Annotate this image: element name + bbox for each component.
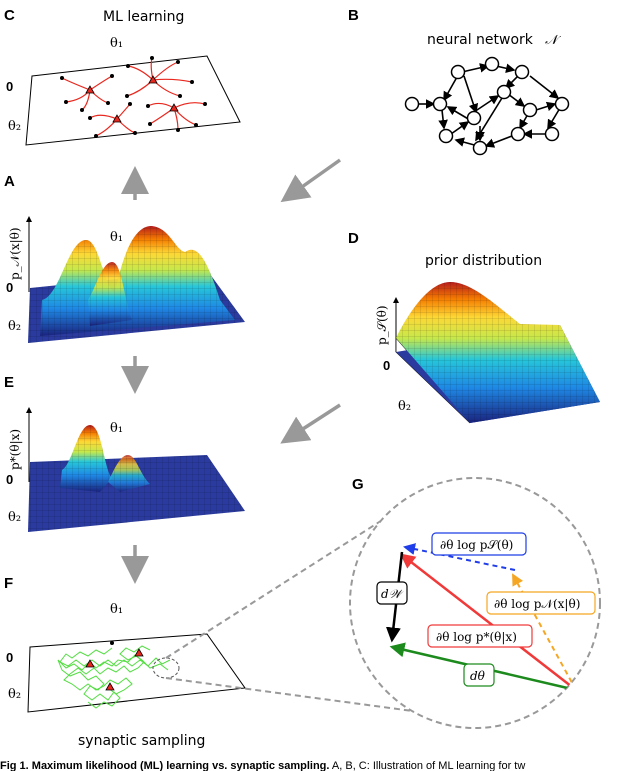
flow-arrows — [121, 158, 342, 584]
panel-d-letter: D — [348, 230, 359, 247]
noise-label: d𝒲 — [376, 581, 408, 605]
panel-b: B neural network 𝒩 — [348, 7, 570, 156]
panel-d-mesh — [396, 282, 600, 423]
ml-maxima-markers — [85, 75, 179, 123]
prior-gradient-arrow — [403, 543, 516, 571]
panel-a-ylabel: p_𝒩(x|θ) — [8, 227, 22, 280]
panel-d: D prior distribution p_𝒮(θ) θ₁ 0 θ₂ — [348, 230, 600, 424]
caption-bold: Fig 1. Maximum likelihood (ML) learning … — [0, 760, 330, 771]
sampling-start-point — [110, 641, 114, 645]
panel-f-theta1: θ₁ — [110, 602, 123, 617]
posterior-gradient-label: ∂θ log p*(θ|x) — [427, 624, 533, 648]
panel-f-plane — [27, 633, 246, 713]
network-neurons — [404, 56, 570, 156]
panel-f-zero: 0 — [6, 650, 13, 665]
panel-a-theta1: θ₁ — [110, 230, 123, 245]
svg-text:∂θ log p𝒩(x|θ): ∂θ log p𝒩(x|θ) — [494, 597, 580, 611]
panel-e-peak-minor-mesh — [108, 455, 150, 492]
panel-c-zero: 0 — [6, 79, 13, 94]
panel-c-plane — [25, 55, 241, 146]
panel-a: A p_𝒩(x|θ) θ₁ 0 θ₂ — [4, 173, 245, 343]
panel-e-letter: E — [4, 374, 14, 391]
svg-text:dθ: dθ — [470, 669, 486, 683]
svg-text:∂θ log p*(θ|x): ∂θ log p*(θ|x) — [436, 630, 517, 644]
panel-c-theta2: θ₂ — [8, 119, 21, 134]
figure-caption: Fig 1. Maximum likelihood (ML) learning … — [0, 760, 640, 771]
panel-c-letter: C — [4, 7, 15, 24]
panel-b-letter: B — [348, 7, 359, 24]
panel-d-theta2: θ₂ — [398, 399, 411, 414]
dtheta-label: dθ — [463, 663, 495, 687]
panel-f-theta2: θ₂ — [8, 687, 21, 702]
panel-a-theta2: θ₂ — [8, 319, 21, 334]
sampling-markers — [85, 648, 144, 691]
panel-e-theta2: θ₂ — [8, 510, 21, 525]
panel-e-peak-main-mesh — [60, 425, 112, 492]
panel-f: F θ₁ 0 θ₂ synaptic sampling — [4, 575, 246, 749]
panel-a-zero: 0 — [6, 280, 13, 295]
svg-text:∂θ log p𝒮(θ): ∂θ log p𝒮(θ) — [440, 538, 513, 552]
arrow-b-to-a — [280, 158, 342, 203]
panel-e-zero: 0 — [6, 472, 13, 487]
ml-start-points — [60, 56, 207, 138]
panel-g-letter: G — [352, 476, 364, 493]
caption-text: A, B, C: Illustration of ML learning for… — [331, 760, 526, 771]
panel-d-title: prior distribution — [425, 253, 542, 269]
panel-a-letter: A — [4, 173, 15, 190]
panel-d-ylabel: p_𝒮(θ) — [375, 305, 389, 345]
posterior-gradient-arrow — [400, 553, 577, 691]
prior-gradient-label: ∂θ log p𝒮(θ) — [431, 532, 527, 556]
panel-e-theta1: θ₁ — [110, 421, 123, 436]
svg-text:d𝒲: d𝒲 — [381, 587, 405, 601]
panel-f-letter: F — [4, 575, 13, 592]
zoom-circle — [349, 477, 601, 729]
panel-e-ylabel: p*(θ|x) — [8, 429, 22, 470]
panel-d-zero: 0 — [383, 358, 390, 373]
panel-f-title: synaptic sampling — [78, 733, 205, 749]
panel-a-surface — [40, 225, 235, 336]
zoom-connectors — [165, 495, 421, 713]
panel-g: G ∂θ log p𝒮(θ) ∂θ log p𝒩(x|θ) ∂θ log p*(… — [349, 476, 601, 729]
likelihood-gradient-label: ∂θ log p𝒩(x|θ) — [486, 591, 596, 615]
panel-b-symbol: 𝒩 — [545, 33, 562, 48]
zoom-region — [152, 657, 180, 679]
arrow-d-to-e — [280, 403, 341, 444]
panel-c-theta1: θ₁ — [110, 36, 123, 51]
panel-b-title: neural network — [427, 32, 534, 48]
panel-c: C ML learning θ₁ 0 θ₂ — [4, 7, 241, 146]
panel-c-title: ML learning — [103, 9, 184, 25]
panel-e: E p*(θ|x) θ₁ 0 θ₂ — [4, 374, 245, 532]
network-edges — [418, 63, 561, 148]
